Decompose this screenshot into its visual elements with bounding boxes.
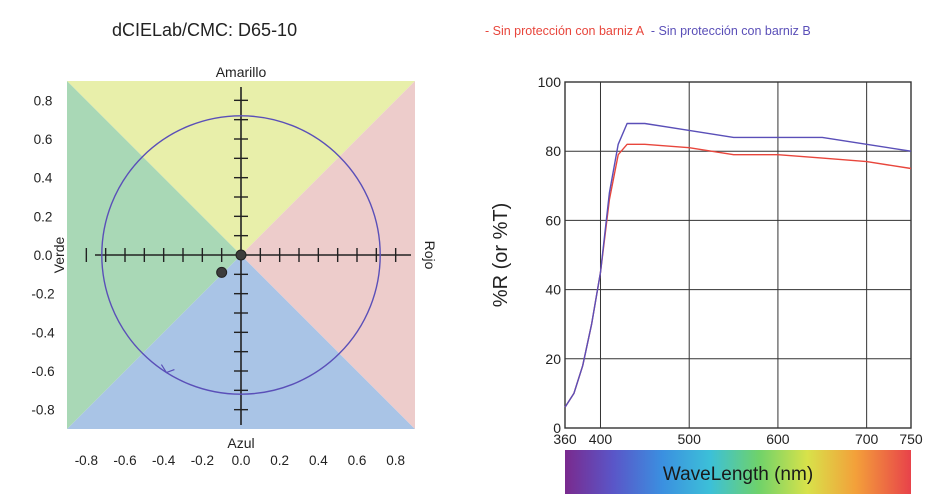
circle-arrow xyxy=(160,364,175,374)
plot-area xyxy=(564,81,912,429)
spectrum-bar xyxy=(565,450,911,494)
axis-label-bottom: Azul xyxy=(227,435,254,451)
y-tick-label: 0.0 xyxy=(34,248,53,263)
y-tick-label: 0.8 xyxy=(34,93,53,108)
x-tick-label: 750 xyxy=(899,431,923,447)
x-tick-label: 500 xyxy=(678,431,702,447)
axis-label-right: Rojo xyxy=(422,241,438,270)
data-point xyxy=(235,249,247,261)
x-tick-label: 0.6 xyxy=(348,453,367,468)
y-tick-label: -0.4 xyxy=(31,325,55,340)
x-tick-label: -0.4 xyxy=(152,453,176,468)
y-tick-label: 0.2 xyxy=(34,209,53,224)
series-line xyxy=(564,122,912,408)
x-tick-label: 0.2 xyxy=(270,453,289,468)
data-point xyxy=(216,266,228,278)
x-tick-label: 0.4 xyxy=(309,453,328,468)
y-tick-label: 20 xyxy=(545,351,561,367)
x-tick-label: 600 xyxy=(766,431,790,447)
y-axis-label: %R (or %T) xyxy=(490,203,512,307)
x-tick-label: 0.8 xyxy=(386,453,405,468)
y-tick-label: -0.6 xyxy=(31,364,54,379)
x-tick-label: -0.2 xyxy=(191,453,214,468)
chart-title: dCIELab/CMC: D65-10 xyxy=(112,20,298,40)
y-tick-label: 0.6 xyxy=(34,132,53,147)
x-tick-label: 360 xyxy=(553,431,577,447)
x-tick-label: -0.8 xyxy=(75,453,98,468)
y-tick-label: 40 xyxy=(545,282,561,298)
axis-label-top: Amarillo xyxy=(216,64,267,80)
reflectance-plot: 360 400 500 600 700 750 0 20 40 60 80 100 %R (or %T)… xyxy=(490,74,923,494)
y-tick-label: -0.8 xyxy=(31,403,54,418)
axis-label-left: Verde xyxy=(51,236,67,273)
x-axis-label: WaveLength (nm) xyxy=(663,464,813,485)
y-tick-label: 0 xyxy=(553,420,561,436)
color-difference-plot: -0.8 -0.6 -0.4 -0.2 0.0 0.2 0.4 0.6 0.8 0.8 0.6 0.4… xyxy=(31,64,438,468)
y-tick-label: 80 xyxy=(545,143,561,159)
x-tick-label: 700 xyxy=(855,431,879,447)
legend-item-b: - Sin protección con barniz B xyxy=(650,24,811,38)
x-tick-label: 0.0 xyxy=(232,453,251,468)
y-tick-label: -0.2 xyxy=(31,287,54,302)
y-tick-label: 0.4 xyxy=(34,171,53,186)
legend: - Sin protección con barniz A - Sin prot… xyxy=(485,24,811,38)
x-tick-label: -0.6 xyxy=(113,453,136,468)
tolerance-circle xyxy=(101,115,381,395)
legend-item-a: - Sin protección con barniz A xyxy=(485,24,644,38)
y-tick-label: 60 xyxy=(545,212,561,228)
x-tick-label: 400 xyxy=(589,431,613,447)
y-tick-label: 100 xyxy=(538,74,562,90)
